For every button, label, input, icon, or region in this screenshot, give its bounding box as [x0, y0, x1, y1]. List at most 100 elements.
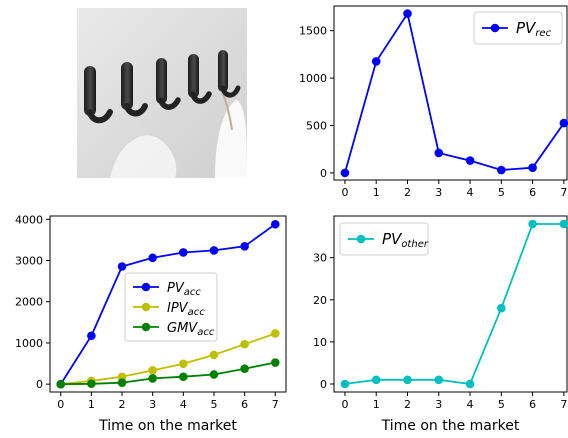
- data-point: [179, 248, 188, 257]
- series-gmv-acc: [56, 358, 280, 389]
- x-tick-label: 5: [210, 398, 217, 411]
- product-photo: [77, 8, 247, 178]
- legend-marker: [356, 234, 366, 244]
- data-point: [434, 148, 444, 158]
- plot-frame: [333, 5, 568, 181]
- x-tick-label: 4: [467, 186, 474, 199]
- legend-label: PVrec: [516, 19, 552, 39]
- legend-label: PVother: [382, 230, 429, 250]
- data-point: [340, 168, 350, 178]
- y-tick-label: 1000: [15, 337, 43, 350]
- x-tick-label: 2: [404, 398, 411, 411]
- x-tick-label: 3: [149, 398, 156, 411]
- legend-label: GMVacc: [167, 321, 215, 338]
- x-tick-label: 1: [373, 398, 380, 411]
- data-point: [148, 366, 157, 375]
- data-point: [465, 379, 475, 389]
- legend-label-main: PV: [382, 230, 403, 248]
- x-tick-label: 4: [180, 398, 187, 411]
- data-point: [270, 358, 280, 367]
- hook-icon: [188, 54, 212, 104]
- data-point: [340, 379, 350, 389]
- data-point: [559, 118, 568, 128]
- series-line: [344, 223, 564, 385]
- legend-marker: [141, 322, 151, 332]
- hook-icon: [84, 66, 113, 124]
- legend-marker: [141, 302, 151, 312]
- legend-label-main: GMV: [167, 321, 198, 336]
- x-tick-label: 6: [529, 186, 536, 199]
- legend-label-main: PV: [167, 281, 185, 296]
- x-tick-label: 7: [272, 398, 279, 411]
- data-point: [148, 253, 157, 263]
- data-point: [528, 163, 537, 172]
- x-tick-label: 6: [241, 398, 248, 411]
- data-point: [497, 303, 506, 313]
- x-tick-label: 7: [560, 186, 567, 199]
- series-pv-other: [340, 219, 568, 389]
- series-ipv-acc: [56, 329, 280, 389]
- x-tick-label: 0: [57, 398, 64, 411]
- series-line: [59, 223, 276, 385]
- legend-label-main: IPV: [167, 301, 189, 316]
- data-point: [117, 262, 127, 271]
- data-point: [209, 246, 219, 255]
- x-axis-label: Time on the market: [381, 418, 520, 434]
- data-point: [240, 241, 249, 251]
- data-point: [179, 359, 188, 369]
- y-tick-label: 0: [36, 378, 43, 391]
- series-pv-acc: [56, 219, 280, 389]
- y-tick-label: 10: [313, 336, 327, 349]
- chart-pv-other: 0 1 2 3 4 5 6 7 0 10 20 30 Time on the market PVother: [313, 215, 568, 434]
- y-tick-label: 500: [306, 119, 327, 132]
- legend-label-subscript: acc: [184, 287, 202, 298]
- x-tick-label: 5: [498, 186, 505, 199]
- chart-accumulated: 0 1 2 3 4 5 6 7 0 1000 2000 3000 4000 Time on the mar…: [15, 213, 287, 434]
- x-tick-label: 3: [435, 398, 442, 411]
- x-tick-label: 7: [560, 398, 567, 411]
- data-point: [528, 219, 537, 229]
- data-point: [270, 219, 280, 229]
- data-point: [240, 364, 249, 374]
- data-point: [497, 165, 506, 175]
- data-point: [179, 372, 188, 382]
- plot-frame: [333, 215, 568, 393]
- data-point: [371, 57, 381, 66]
- legend-label-subscript: acc: [197, 327, 215, 338]
- y-tick-label: 1500: [299, 25, 327, 38]
- x-tick-label: 0: [341, 186, 348, 199]
- y-tick-label: 1000: [299, 72, 327, 85]
- data-point: [56, 379, 66, 389]
- x-tick-label: 3: [435, 186, 442, 199]
- data-point: [559, 219, 568, 229]
- series-pv-rec: [340, 9, 568, 178]
- chart-pv-rec: 0 1 2 3 4 5 6 7 0 500 1000 1500 PVrec: [299, 5, 568, 199]
- legend-marker: [490, 23, 500, 33]
- legend: PVrec: [473, 11, 563, 45]
- legend-label-main: PV: [516, 19, 537, 37]
- data-point: [240, 339, 249, 349]
- x-tick-label: 4: [467, 398, 474, 411]
- data-point: [403, 375, 412, 385]
- legend-label: IPVacc: [167, 301, 205, 318]
- series-line: [344, 11, 565, 174]
- x-tick-label: 2: [119, 398, 126, 411]
- x-tick-label: 6: [529, 398, 536, 411]
- data-point: [148, 374, 157, 383]
- legend: PVother: [339, 222, 429, 256]
- y-tick-label: 30: [313, 252, 327, 265]
- legend-label-subscript: other: [401, 239, 429, 250]
- y-tick-label: 3000: [15, 255, 43, 268]
- legend-box: [339, 222, 429, 256]
- series-line: [60, 361, 276, 386]
- y-tick-label: 0: [320, 378, 327, 391]
- data-point: [434, 375, 444, 385]
- legend-label-subscript: rec: [535, 28, 551, 39]
- data-point: [87, 331, 96, 341]
- hook-icon: [156, 58, 181, 110]
- data-point: [270, 329, 280, 338]
- x-tick-label: 1: [373, 186, 380, 199]
- legend-marker: [141, 282, 151, 292]
- x-axis-label: Time on the market: [98, 418, 237, 434]
